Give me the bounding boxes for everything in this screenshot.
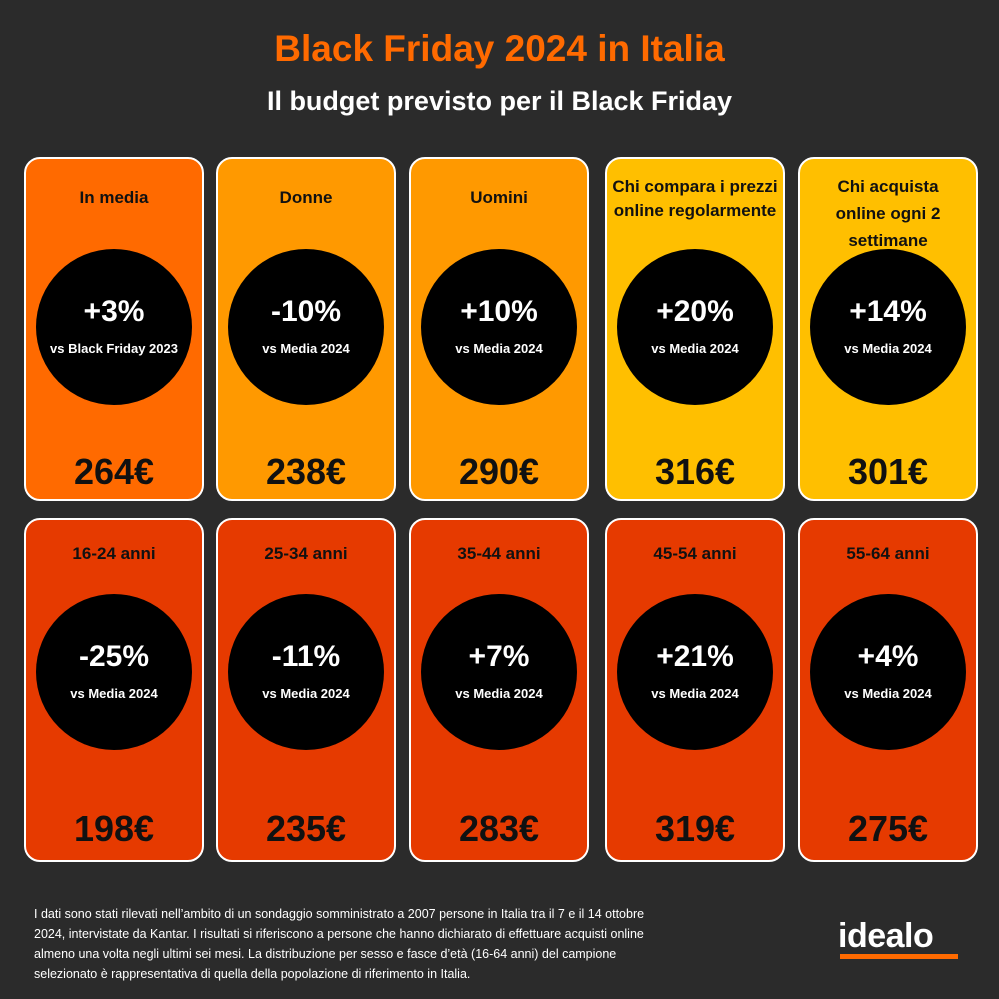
budget-amount: 264€ xyxy=(73,451,155,492)
card-label: In media xyxy=(79,188,149,207)
change-percent: +10% xyxy=(460,295,538,328)
budget-amount: 238€ xyxy=(265,451,347,492)
budget-card-age-25-34: 25-34 anni -11% vs Media 2024 235€ xyxy=(216,518,396,862)
page-subtitle: Il budget previsto per il Black Friday xyxy=(266,86,733,116)
change-percent: -10% xyxy=(270,295,342,328)
budget-card-age-55-64: 55-64 anni +4% vs Media 2024 275€ xyxy=(798,518,978,862)
change-circle: -25% vs Media 2024 xyxy=(36,594,192,750)
change-percent: +4% xyxy=(857,640,919,673)
change-comparison: vs Media 2024 xyxy=(455,686,543,701)
change-comparison: vs Media 2024 xyxy=(651,686,739,701)
budget-card-price-comparers: Chi compara i prezzi online regolarmente… xyxy=(605,157,785,501)
budget-card-age-45-54: 45-54 anni +21% vs Media 2024 319€ xyxy=(605,518,785,862)
change-comparison: vs Black Friday 2023 xyxy=(50,341,178,356)
change-percent: -25% xyxy=(78,640,150,673)
change-circle: +7% vs Media 2024 xyxy=(421,594,577,750)
logo-underline xyxy=(840,954,958,959)
card-label: Donne xyxy=(279,188,333,207)
change-comparison: vs Media 2024 xyxy=(262,341,350,356)
budget-amount: 301€ xyxy=(847,451,929,492)
change-circle: +4% vs Media 2024 xyxy=(810,594,966,750)
card-label: 25-34 anni xyxy=(264,544,348,563)
card-label: Chi compara i prezzi online regolarmente xyxy=(612,177,778,220)
card-label: Uomini xyxy=(470,188,528,207)
change-percent: +14% xyxy=(849,295,927,328)
logo-wordmark: idealo xyxy=(838,917,934,955)
budget-card-average: In media +3% vs Black Friday 2023 264€ xyxy=(24,157,204,501)
change-comparison: vs Media 2024 xyxy=(455,341,543,356)
change-circle: +14% vs Media 2024 xyxy=(810,249,966,405)
budget-amount: 319€ xyxy=(654,808,736,849)
change-circle: +3% vs Black Friday 2023 xyxy=(36,249,192,405)
budget-amount: 198€ xyxy=(73,808,155,849)
budget-amount: 316€ xyxy=(654,451,736,492)
budget-card-age-16-24: 16-24 anni -25% vs Media 2024 198€ xyxy=(24,518,204,862)
card-label: 16-24 anni xyxy=(72,544,156,563)
change-percent: -11% xyxy=(271,640,341,673)
change-percent: +20% xyxy=(656,295,734,328)
change-percent: +3% xyxy=(83,295,145,328)
change-circle: +21% vs Media 2024 xyxy=(617,594,773,750)
budget-card-women: Donne -10% vs Media 2024 238€ xyxy=(216,157,396,501)
card-label: 35-44 anni xyxy=(457,544,541,563)
card-label: 45-54 anni xyxy=(653,544,737,563)
budget-amount: 235€ xyxy=(265,808,347,849)
change-comparison: vs Media 2024 xyxy=(262,686,350,701)
budget-card-age-35-44: 35-44 anni +7% vs Media 2024 283€ xyxy=(409,518,589,862)
change-circle: -11% vs Media 2024 xyxy=(228,594,384,750)
budget-amount: 283€ xyxy=(458,808,540,849)
change-percent: +21% xyxy=(656,640,734,673)
change-comparison: vs Media 2024 xyxy=(70,686,158,701)
change-circle: +20% vs Media 2024 xyxy=(617,249,773,405)
change-circle: +10% vs Media 2024 xyxy=(421,249,577,405)
budget-card-men: Uomini +10% vs Media 2024 290€ xyxy=(409,157,589,501)
budget-amount: 290€ xyxy=(458,451,540,492)
change-comparison: vs Media 2024 xyxy=(844,341,932,356)
budget-amount: 275€ xyxy=(847,808,929,849)
change-comparison: vs Media 2024 xyxy=(844,686,932,701)
change-circle: -10% vs Media 2024 xyxy=(228,249,384,405)
card-label: 55-64 anni xyxy=(846,544,930,563)
card-label: Chi acquista online ogni 2 settimane xyxy=(835,177,941,250)
page-title: Black Friday 2024 in Italia xyxy=(274,28,725,69)
idealo-logo: idealo xyxy=(838,918,958,960)
change-comparison: vs Media 2024 xyxy=(651,341,739,356)
methodology-footnote: I dati sono stati rilevati nell’ambito d… xyxy=(34,907,645,981)
budget-card-frequent-buyers: Chi acquista online ogni 2 settimane +14… xyxy=(798,157,978,501)
change-percent: +7% xyxy=(468,640,530,673)
